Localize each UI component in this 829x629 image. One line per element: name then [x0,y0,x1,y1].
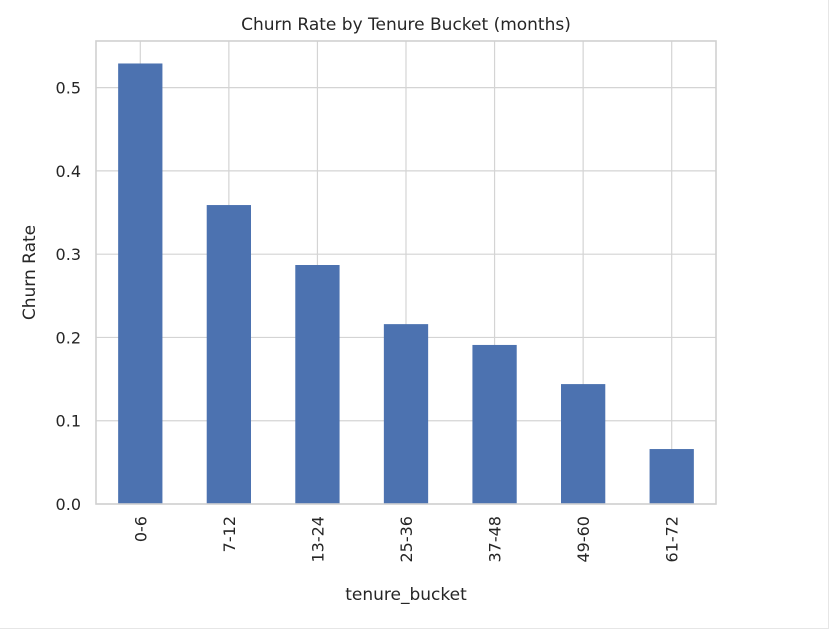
x-tick-label: 37-48 [486,516,505,563]
x-tick-label: 7-12 [220,516,239,552]
bar-0-6 [118,63,163,504]
y-tick-label: 0.2 [56,328,81,347]
y-tick-label: 0.3 [56,245,81,264]
bar-49-60 [561,384,606,504]
x-tick-label: 49-60 [574,516,593,563]
plot-frame [95,40,717,505]
y-tick-label: 0.4 [56,162,81,181]
x-axis-label: tenure_bucket [345,585,467,605]
y-tick-labels: 0.0 0.1 0.2 0.3 0.4 0.5 [56,79,81,514]
y-tick-label: 0.0 [56,495,81,514]
x-tick-label: 13-24 [308,516,327,563]
bar-25-36 [383,324,429,504]
chart-title: Churn Rate by Tenure Bucket (months) [241,15,571,35]
y-tick-label: 0.5 [56,79,81,98]
x-tick-labels: 0-6 7-12 13-24 25-36 37-48 49-60 61-72 [131,516,681,563]
bar-13-24 [295,265,340,504]
bar-61-72 [649,449,694,504]
y-axis-label: Churn Rate [20,225,40,320]
bar-layer [118,63,694,504]
bar-37-48 [472,344,517,504]
x-tick-label: 25-36 [397,516,416,563]
x-tick-label: 0-6 [131,516,150,542]
y-tick-label: 0.1 [56,412,81,431]
x-tick-label: 61-72 [663,516,682,563]
bar-7-12 [206,205,251,504]
